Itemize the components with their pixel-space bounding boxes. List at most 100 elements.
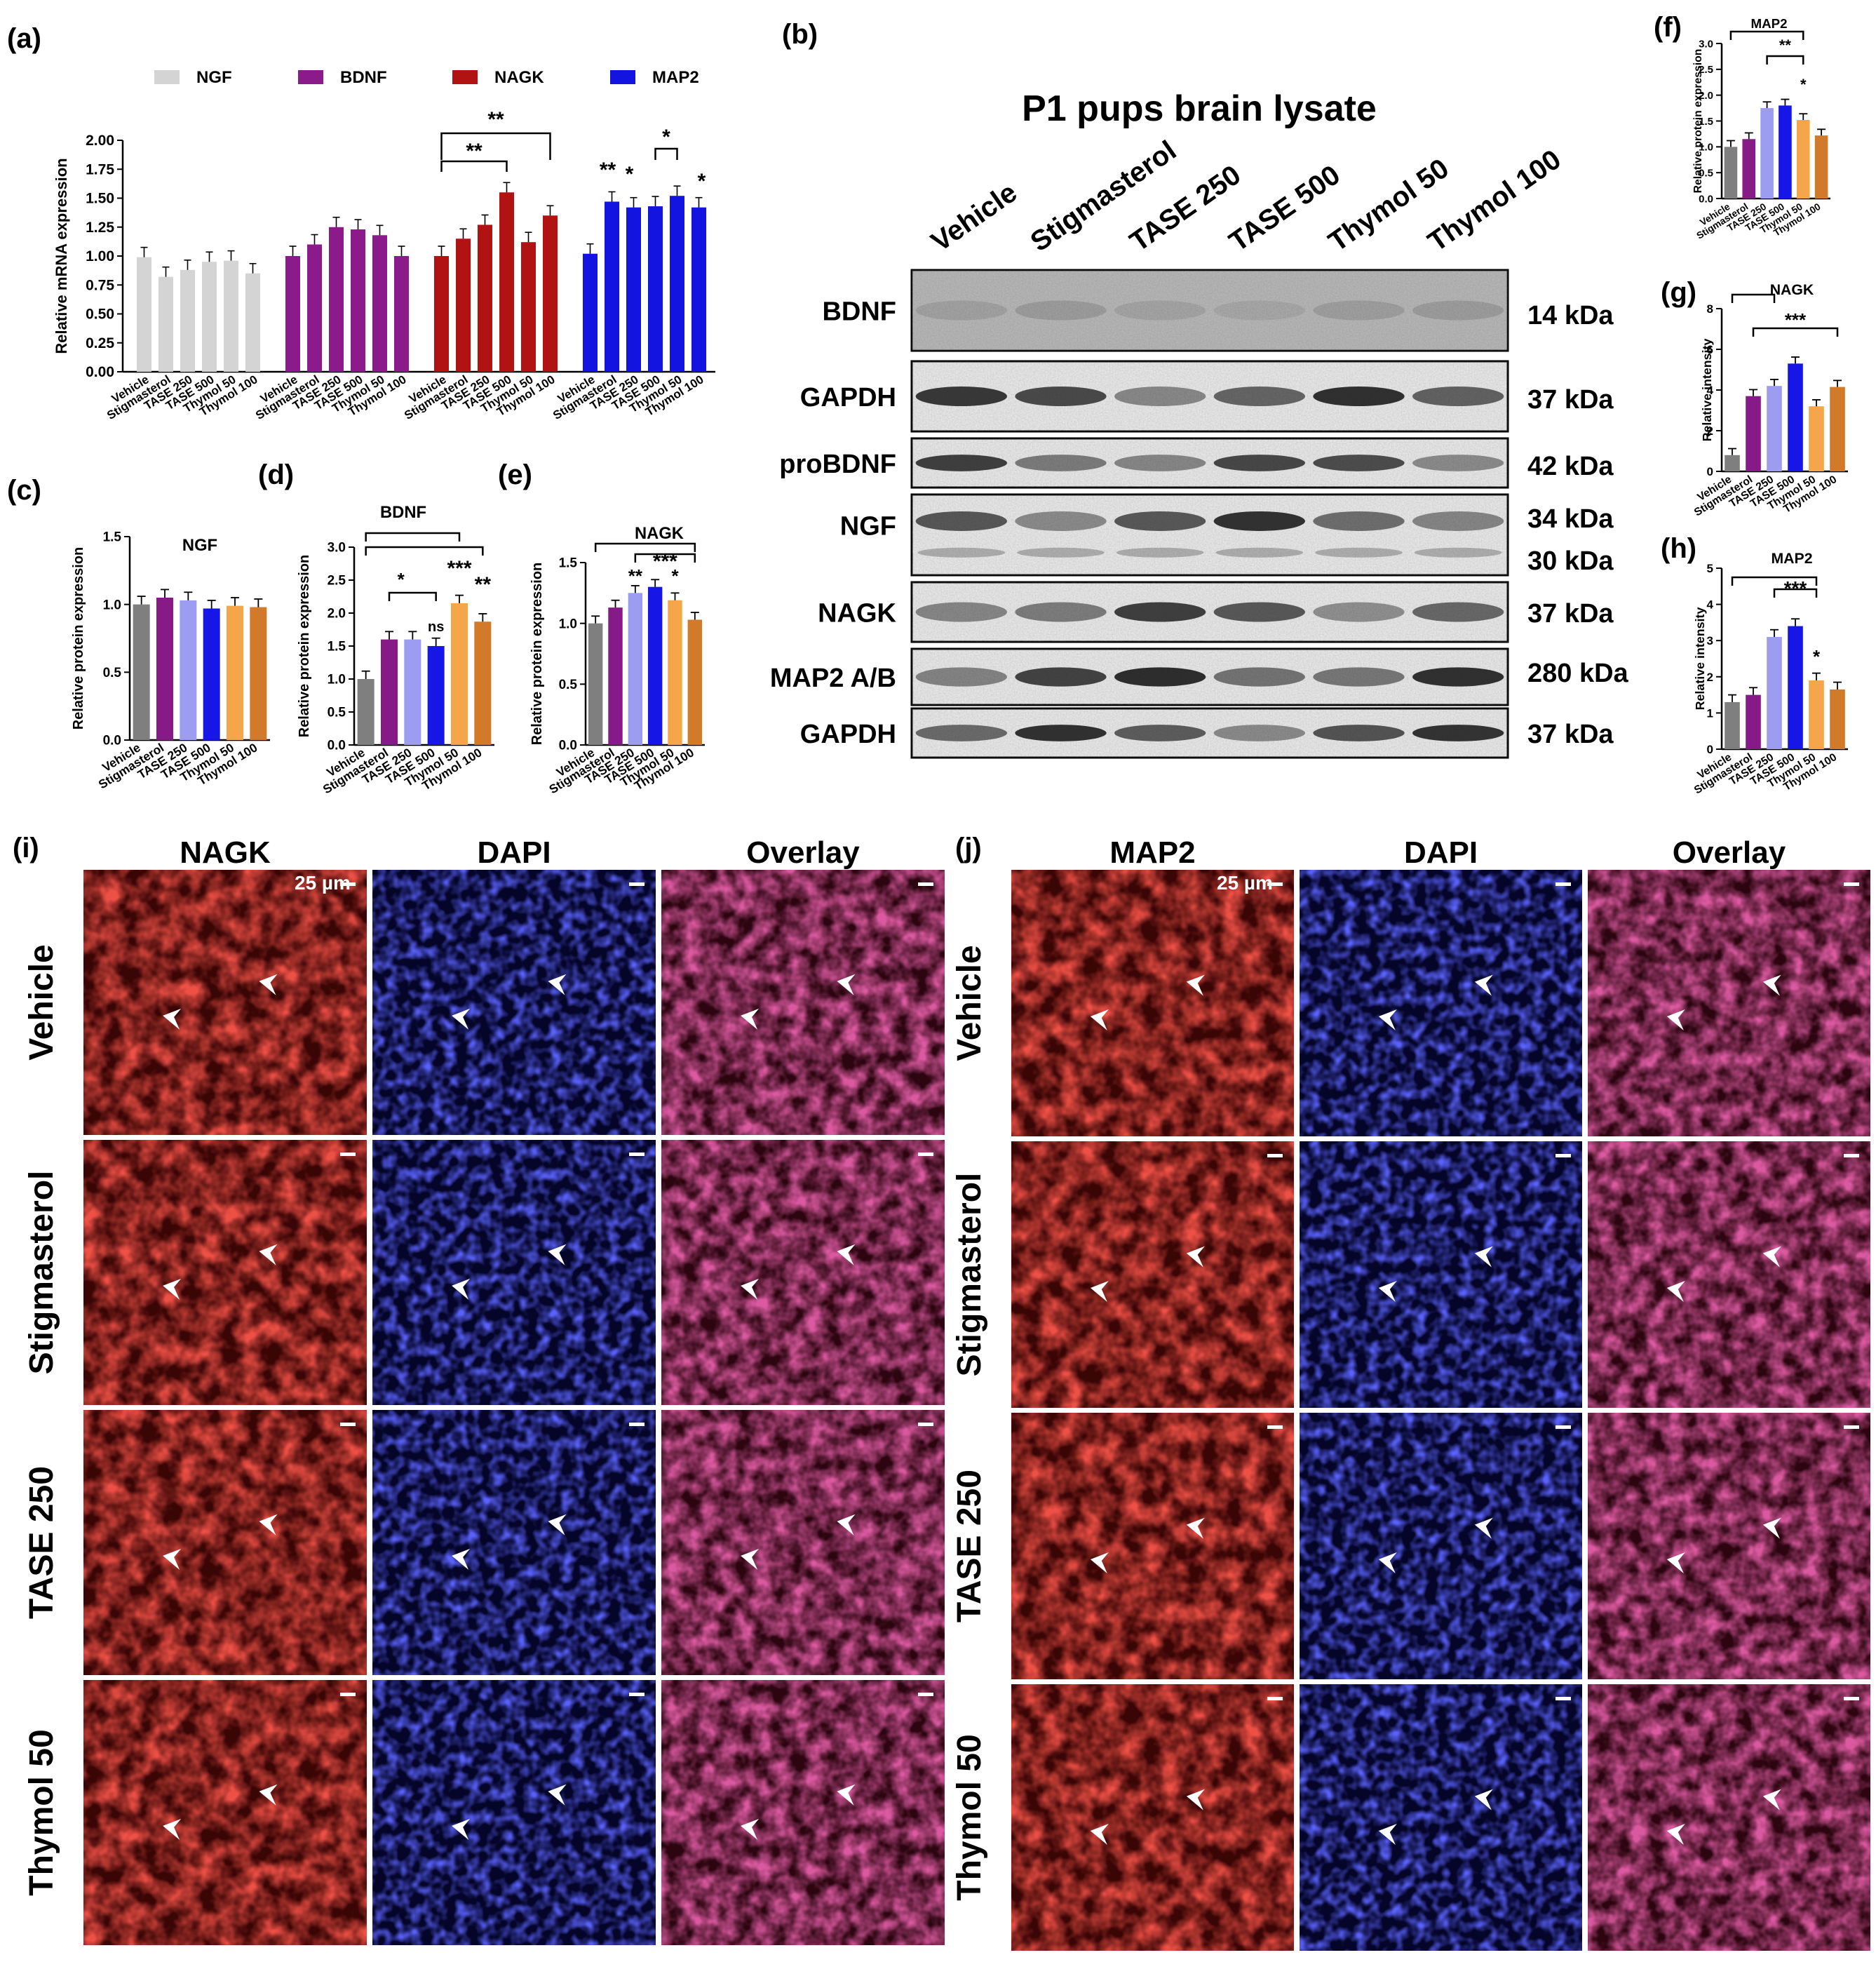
micro-image-stain (661, 1140, 945, 1405)
blot-band (1114, 455, 1206, 471)
bar-tase-250 (180, 600, 197, 740)
significance-bracket (1731, 576, 1818, 586)
y-tick-label: 0.5 (559, 678, 578, 692)
arrowhead-marker (1666, 1824, 1685, 1845)
arrowhead-marker (1186, 1517, 1205, 1539)
bar-thymol-50 (227, 605, 243, 740)
y-axis-label: Relative mRNA expression (53, 158, 70, 354)
blot-band (1213, 300, 1306, 321)
blot-band (1015, 511, 1107, 531)
micro-image-stain (1588, 1413, 1870, 1679)
arrowhead-marker (452, 1818, 471, 1840)
bar-nagk-tase-250 (478, 224, 492, 372)
arrowhead-marker (1378, 1824, 1397, 1845)
scale-bar (1556, 882, 1571, 886)
bar-stigmasterol (1746, 396, 1761, 471)
arrowhead-marker (548, 974, 567, 995)
bar-map2-stigmasterol (605, 201, 619, 372)
scale-bar (629, 1693, 645, 1696)
arrowhead-marker (741, 1818, 760, 1840)
legend-label-ngf: NGF (196, 68, 232, 87)
y-tick-label: 2.0 (328, 607, 346, 621)
micro-row-label: Stigmasterol (951, 1173, 988, 1377)
blot-band (1015, 725, 1107, 741)
arrowhead-marker (1378, 1281, 1397, 1302)
bar-bdnf-vehicle (285, 256, 300, 372)
scale-bar (1556, 1697, 1571, 1700)
bar-map2-tase-500 (648, 206, 663, 372)
micro-row-label: TASE 250 (23, 1466, 60, 1619)
arrowhead-marker (1474, 1246, 1493, 1268)
blot-band (915, 511, 1008, 531)
panel-letter-e: (e) (498, 459, 532, 490)
y-axis-label: Relative intensity (1693, 607, 1707, 711)
scale-bar (1556, 1154, 1571, 1157)
y-tick-label: 2.00 (86, 133, 114, 149)
bar-tase-500 (1788, 363, 1803, 471)
significance-label: ** (1779, 36, 1792, 54)
arrowhead-marker (1378, 1009, 1397, 1030)
y-tick-label: 1.0 (559, 617, 577, 631)
bar-bdnf-tase-250 (329, 227, 344, 372)
y-axis-label: Relative protein expression (71, 547, 86, 730)
y-tick-label: 1.0 (1699, 142, 1713, 154)
bar-nagk-thymol-100 (543, 215, 558, 372)
y-tick-label: 0.5 (103, 666, 122, 680)
significance-bracket (1752, 327, 1839, 337)
y-tick-label: 3.0 (328, 541, 346, 556)
blot-band (1412, 455, 1504, 471)
y-tick-label: 0.75 (86, 277, 114, 293)
micro-image-stain (1588, 870, 1870, 1136)
significance-label: ** (475, 573, 492, 596)
blot-kda-label: 37 kDa (1527, 720, 1614, 749)
blot-kda-label: 37 kDa (1527, 385, 1614, 415)
blot-row-label: GAPDH (800, 383, 896, 412)
y-tick-label: 2 (1707, 671, 1713, 684)
y-tick-label: 1 (1707, 706, 1713, 720)
scale-bar (918, 1153, 933, 1156)
significance-label: * (1800, 76, 1807, 93)
y-tick-label: 0.0 (103, 734, 121, 748)
chart-c-ngf-protein: 0.0 0.5 1.0 1.5 Relative protein expression N… (71, 530, 270, 791)
blot-kda-label: 14 kDa (1527, 301, 1614, 330)
significance-bracket (1766, 55, 1804, 65)
micro-image-stain (1588, 1141, 1870, 1408)
bar-map2-thymol-100 (691, 207, 706, 372)
blot-band (1213, 725, 1306, 741)
arrowhead-marker (259, 1244, 278, 1265)
significance-label: ** (466, 140, 483, 163)
blot-texture (912, 361, 1508, 431)
y-tick-label: 0.5 (1699, 167, 1713, 179)
bar-thymol-100 (250, 607, 267, 740)
bar-bdnf-thymol-100 (394, 256, 409, 372)
bar-map2-vehicle (583, 253, 598, 372)
y-tick-label: 0.25 (86, 335, 114, 351)
bar-ngf-tase-250 (180, 269, 195, 372)
micro-row-label: Stigmasterol (23, 1171, 60, 1375)
panel-letter-d: (d) (258, 459, 294, 490)
blot-band (1015, 300, 1107, 321)
chart-e-nagk-protein: 0.0 0.5 1.0 1.5 Relative protein expression N… (529, 524, 705, 796)
bar-thymol-100 (1830, 689, 1845, 749)
scale-bar (1844, 1697, 1859, 1700)
y-tick-label: 8 (1707, 302, 1713, 316)
micro-image-stain (83, 1140, 367, 1405)
arrowhead-marker (1762, 1517, 1781, 1539)
legend-label-map2: MAP2 (652, 68, 699, 87)
micro-image-stain (83, 870, 367, 1135)
bar-nagk-thymol-50 (521, 242, 536, 372)
arrowhead-marker (837, 1784, 856, 1806)
bar-ngf-stigmasterol (158, 276, 173, 372)
blot-texture (912, 438, 1508, 488)
blot-kda-label: 280 kDa (1527, 659, 1629, 688)
blot-band (1313, 511, 1405, 531)
panel-letter-g: (g) (1661, 277, 1696, 308)
blot-band (1116, 547, 1204, 558)
micro-image-stain (372, 870, 656, 1135)
bar-vehicle (357, 679, 374, 745)
bar-bdnf-thymol-50 (372, 235, 387, 372)
blot-background (913, 271, 1506, 349)
blot-band (1213, 455, 1306, 471)
bar-map2-tase-250 (626, 207, 641, 372)
